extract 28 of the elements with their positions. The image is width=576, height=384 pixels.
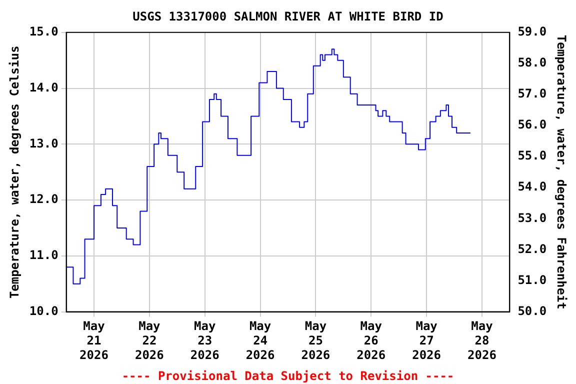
y2-tick-label: 57.0 <box>518 86 547 101</box>
x-tick-label: May 21 2026 <box>80 319 108 362</box>
y2-tick-label: 55.0 <box>518 148 547 163</box>
text: ---- Provisional Data Subject to Revision ---- <box>122 369 454 383</box>
chart-title: USGS 13317000 SALMON RIVER AT WHITE BIRD ID <box>132 9 444 24</box>
x-tick-label: May 24 2026 <box>246 319 275 362</box>
y-tick-label: 10.0 <box>29 304 58 318</box>
x-tick-label: May 22 2026 <box>134 319 164 362</box>
y-tick-label: 15.0 <box>29 24 58 39</box>
y2-tick-label: 58.0 <box>518 56 547 70</box>
y2-tick-label: 50.0 <box>518 304 547 318</box>
y-tick-label: 12.0 <box>29 192 58 206</box>
y-axis-title: Temperature, water, degrees Celsius <box>7 46 22 299</box>
x-tick-label: May 26 2026 <box>356 319 386 362</box>
x-tick-label: May 27 2026 <box>412 319 442 362</box>
y2-tick-label: 51.0 <box>518 272 547 287</box>
y2-tick-label: 54.0 <box>518 180 547 194</box>
y2-tick-label: 59.0 <box>518 24 547 39</box>
y-tick-label: 14.0 <box>29 80 58 94</box>
y2-tick-label: 53.0 <box>518 210 547 225</box>
y2-tick-label: 56.0 <box>518 118 547 132</box>
y2-axis-title: Temperature, water, degrees Fahrenheit <box>554 34 569 310</box>
y-tick-label: 13.0 <box>29 136 58 150</box>
x-tick-label: May 25 2026 <box>301 319 330 362</box>
y2-tick-label: 52.0 <box>518 242 547 256</box>
y-tick-label: 11.0 <box>29 248 58 262</box>
x-tick-label: May 28 2026 <box>468 319 496 362</box>
x-tick-label: May 23 2026 <box>190 319 220 362</box>
